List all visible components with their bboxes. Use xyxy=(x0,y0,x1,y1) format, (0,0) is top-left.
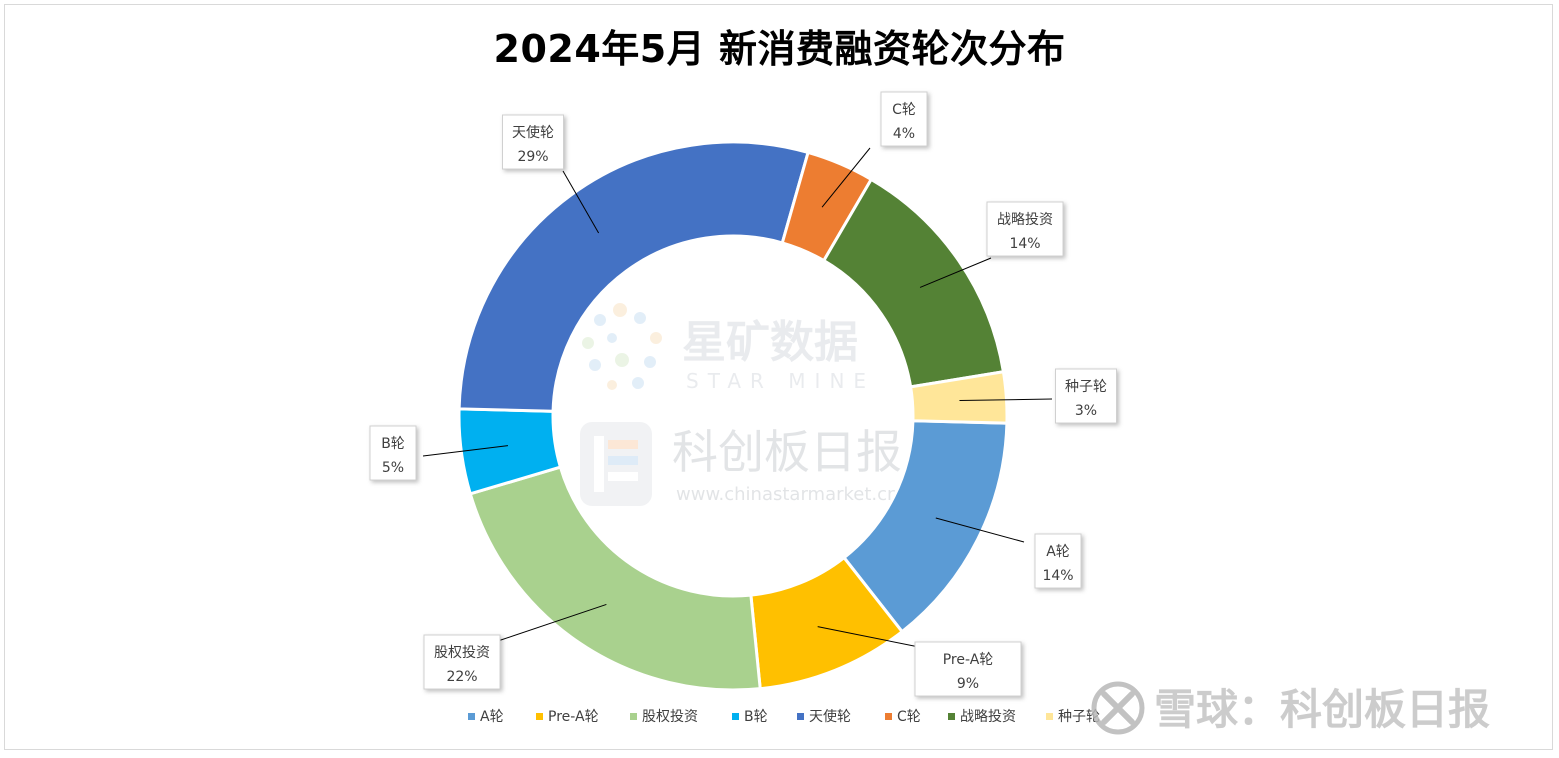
leader-line xyxy=(935,517,1025,543)
data-label-category: 天使轮 xyxy=(512,124,554,141)
legend: A轮 Pre-A轮 股权投资 B轮 天使轮 C轮 战略投资 种子轮 xyxy=(468,708,1100,725)
legend-swatch xyxy=(885,713,892,720)
paper-cn: 科创板日报 xyxy=(672,425,902,479)
data-label-category: B轮 xyxy=(381,436,405,452)
leader-line xyxy=(919,257,992,288)
star-mine-logo-icon xyxy=(582,303,662,390)
data-label-box xyxy=(423,634,501,690)
data-label-category: 种子轮 xyxy=(1065,379,1107,395)
legend-swatch xyxy=(536,713,543,720)
chart-title: 2024年5月 新消费融资轮次分布 xyxy=(493,27,1066,71)
data-label-box xyxy=(880,91,928,147)
star-mine-en: STAR MINE xyxy=(686,369,875,393)
data-label-value: 5% xyxy=(382,460,404,476)
data-label-box xyxy=(1034,533,1082,589)
leader-line xyxy=(959,398,1053,402)
legend-label: 天使轮 xyxy=(809,708,851,725)
data-label-category: 股权投资 xyxy=(434,645,490,661)
data-label-box xyxy=(369,425,417,481)
star-mine-watermark: 星矿数据 STAR MINE xyxy=(582,303,875,393)
leader-line xyxy=(491,603,607,644)
star-mine-cn: 星矿数据 xyxy=(682,317,858,368)
leader-line xyxy=(562,170,600,234)
legend-swatch xyxy=(1046,713,1053,720)
slice-3 xyxy=(468,465,762,692)
data-label-box xyxy=(986,201,1064,257)
data-label-value: 14% xyxy=(1042,568,1073,584)
data-label-box xyxy=(914,641,1022,697)
snowball-text: 雪球：科创板日报 xyxy=(1154,685,1490,734)
legend-label: 种子轮 xyxy=(1058,709,1100,725)
paper-watermark: 科创板日报 www.chinastarmarket.cn xyxy=(580,422,902,506)
data-label-value: 9% xyxy=(957,676,979,692)
data-label-value: 29% xyxy=(517,149,548,165)
legend-swatch xyxy=(948,713,955,720)
data-label-value: 4% xyxy=(893,126,915,142)
data-label-box xyxy=(1055,368,1117,424)
leader-line xyxy=(422,445,509,457)
snowball-logo-icon xyxy=(1091,681,1145,735)
data-label-category: A轮 xyxy=(1046,544,1070,560)
slice-8 xyxy=(908,369,1009,425)
legend-label: 战略投资 xyxy=(960,709,1016,725)
legend-label: A轮 xyxy=(480,709,504,725)
data-label-value: 14% xyxy=(1009,236,1040,252)
donut-slices xyxy=(457,140,1009,692)
legend-label: C轮 xyxy=(897,709,921,725)
data-label-box xyxy=(502,114,564,170)
data-label-category: C轮 xyxy=(892,102,916,118)
legend-label: Pre-A轮 xyxy=(548,709,599,725)
leader-line xyxy=(821,147,871,208)
data-label-category: Pre-A轮 xyxy=(943,652,994,668)
paper-logo-icon xyxy=(580,422,652,506)
data-label-category: 战略投资 xyxy=(997,212,1053,228)
data-label-value: 22% xyxy=(446,669,477,685)
legend-swatch xyxy=(797,713,804,720)
legend-label: 股权投资 xyxy=(642,709,698,725)
legend-swatch xyxy=(630,713,637,720)
snowball-watermark: 雪球：科创板日报 xyxy=(1091,681,1490,735)
paper-url: www.chinastarmarket.cn xyxy=(676,484,898,505)
data-labels: A轮 14% Pre-A轮 9% 股权投资 22% B轮 5% 天使轮 29% C轮 4% 战略投资 14… xyxy=(369,91,1117,697)
legend-swatch xyxy=(468,713,475,720)
data-label-value: 3% xyxy=(1075,403,1097,419)
legend-label: B轮 xyxy=(744,709,768,725)
legend-swatch xyxy=(732,713,739,720)
slice-5 xyxy=(457,140,810,413)
